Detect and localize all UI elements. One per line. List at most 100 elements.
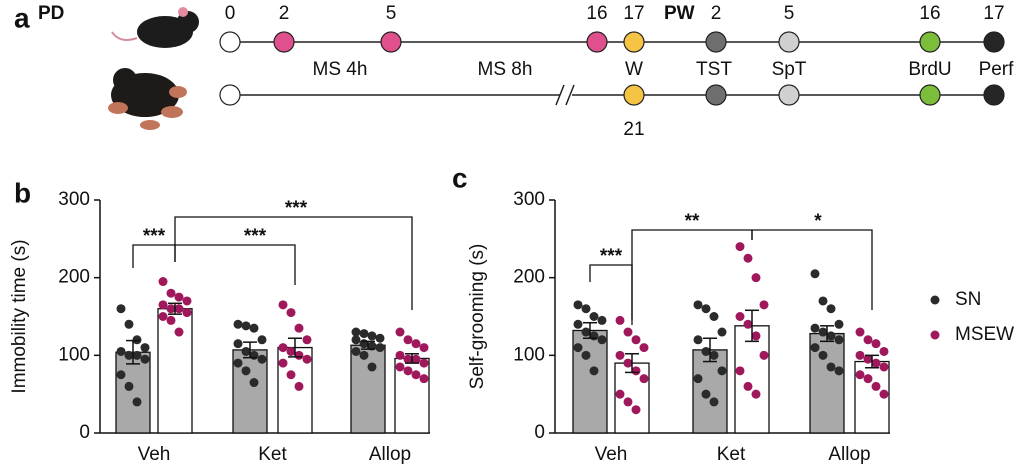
pw-day: 2 [711, 3, 722, 24]
data-point [395, 327, 405, 337]
data-point [834, 319, 844, 329]
data-point [589, 331, 599, 341]
data-point [241, 321, 251, 331]
data-point [834, 335, 844, 345]
data-point [573, 319, 583, 329]
data-point [573, 343, 583, 353]
data-point [257, 335, 267, 345]
data-point [294, 350, 304, 360]
data-point [351, 335, 361, 345]
x-tick-label: Veh [138, 444, 171, 465]
timeline-event: MS 8h [478, 59, 533, 80]
data-point [403, 335, 413, 345]
data-point [419, 358, 429, 368]
panel-label: a [14, 2, 30, 33]
data-point [395, 350, 405, 360]
data-point [631, 335, 641, 345]
data-point [166, 315, 176, 325]
data-point [639, 374, 649, 384]
data-point [249, 378, 259, 388]
y-tick-label: 0 [79, 422, 90, 443]
data-point [573, 300, 583, 310]
data-point [871, 358, 881, 368]
data-point [717, 327, 727, 337]
data-point [233, 319, 243, 329]
data-point [132, 350, 142, 360]
data-point [863, 335, 873, 345]
data-point [810, 323, 820, 333]
data-point [810, 343, 820, 353]
data-point [879, 389, 889, 399]
timeline-marker [983, 84, 1005, 106]
data-point [581, 350, 591, 360]
data-point [623, 358, 633, 368]
bar [115, 351, 151, 434]
data-point [249, 350, 259, 360]
data-point [182, 296, 192, 306]
bar [157, 308, 193, 434]
data-point [351, 327, 361, 337]
data-point [359, 339, 369, 349]
data-point [359, 329, 369, 339]
data-point [751, 389, 761, 399]
data-point [701, 389, 711, 399]
data-point [743, 319, 753, 329]
x-tick-label: Ket [258, 444, 287, 465]
data-point [589, 312, 599, 321]
timeline-marker [586, 31, 608, 53]
pd-day: 17 [623, 3, 644, 24]
pw-day: 17 [983, 3, 1004, 24]
timeline-break [565, 84, 575, 106]
data-point [631, 405, 641, 415]
data-point [286, 370, 296, 380]
panel-label: c [452, 162, 468, 193]
data-point [419, 374, 429, 384]
data-point [241, 346, 251, 356]
data-point [871, 381, 881, 391]
data-point [294, 381, 304, 391]
data-point [124, 381, 134, 391]
x-tick-label: Veh [595, 444, 628, 465]
data-point [639, 343, 649, 353]
timeline-marker [919, 31, 941, 53]
data-point [693, 300, 703, 310]
data-point [597, 335, 607, 345]
data-point [818, 296, 828, 306]
y-tick-label: 200 [513, 267, 545, 288]
pd-day: 2 [279, 3, 290, 24]
data-point [615, 315, 625, 325]
legend-label: SN [955, 289, 981, 310]
data-point [709, 350, 719, 360]
y-tick-label: 200 [58, 267, 90, 288]
data-point [751, 331, 761, 341]
data-point [826, 331, 836, 341]
data-point [174, 304, 184, 314]
data-point [623, 327, 633, 337]
data-point [359, 350, 369, 360]
data-point [623, 397, 633, 407]
significance-label: *** [600, 246, 623, 267]
mouse-icon [111, 7, 199, 48]
legend-marker [930, 330, 940, 340]
data-point [879, 346, 889, 356]
pd-day: 5 [386, 3, 397, 24]
data-point [701, 346, 711, 356]
timeline-event: MS 4h [313, 59, 368, 80]
data-point [158, 300, 168, 310]
data-point [863, 374, 873, 384]
data-point [278, 358, 288, 368]
data-point [411, 354, 421, 364]
significance-bracket [132, 244, 176, 268]
data-point [581, 327, 591, 337]
data-point [735, 366, 745, 376]
data-point [158, 277, 168, 287]
data-point [403, 366, 413, 376]
data-point [826, 304, 836, 314]
mother-with-pups-icon [108, 68, 187, 130]
y-axis-label: Immobility time (s) [9, 239, 30, 393]
data-point [233, 358, 243, 368]
timeline-marker [983, 31, 1005, 53]
x-tick-label: Allop [828, 444, 870, 465]
y-axis-label: Self-grooming (s) [467, 244, 488, 390]
